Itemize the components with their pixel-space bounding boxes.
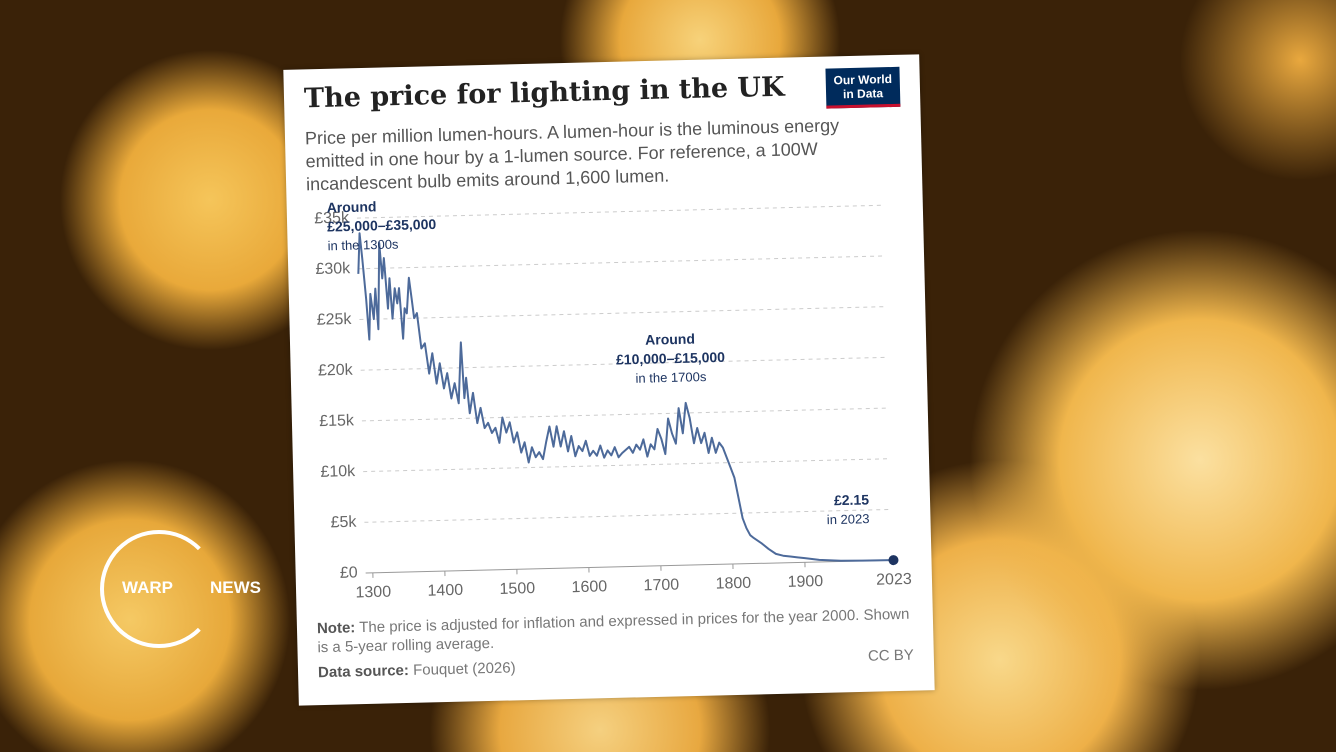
note: Note: The price is adjusted for inflatio… [317, 605, 918, 658]
note-label: Note: [316, 619, 356, 638]
x-tick-label: 1400 [427, 582, 463, 600]
watermark-text: NEWS [210, 578, 261, 597]
license[interactable]: CC BY [867, 646, 915, 665]
chart-card: The price for lighting in the UK Price p… [283, 54, 935, 706]
grid-line [356, 204, 885, 219]
x-axis [365, 559, 894, 574]
x-tick-label: 1800 [715, 575, 751, 593]
x-tick-label: 1300 [355, 584, 391, 602]
annotation: £25,000–£35,000 [327, 216, 437, 235]
y-tick-label: £25k [317, 311, 353, 329]
annotation: Around [645, 331, 695, 348]
grid-line [361, 407, 890, 422]
annotation: in the 1300s [327, 237, 399, 254]
logo-text: in Data [842, 86, 884, 102]
annotation: £2.15 [834, 491, 870, 508]
grid-line [363, 458, 892, 473]
y-tick-label: £0 [340, 564, 358, 581]
x-tick-label: 1500 [499, 580, 535, 598]
footer: Note: The price is adjusted for inflatio… [317, 605, 918, 683]
watermark: WARP NEWS [100, 530, 261, 648]
grid-line [358, 255, 887, 270]
line [357, 232, 894, 562]
chart: £0 £5k £10k £15k £20k £25k £30k £35k 1300 1400 150… [314, 198, 912, 602]
grid-line [359, 306, 888, 321]
y-tick-label: £35k [314, 210, 350, 228]
x-tick-label: 1700 [643, 577, 679, 595]
note-text: The price is adjusted for inflation and … [317, 605, 910, 657]
end-point [888, 555, 899, 566]
logo-text: Our World [833, 71, 893, 88]
chart-title: The price for lighting in the UK [303, 71, 785, 115]
annotation: in the 1700s [635, 369, 707, 386]
annotation: £10,000–£15,000 [616, 349, 726, 368]
y-tick-label: £15k [319, 412, 355, 430]
grid-line [364, 508, 893, 523]
logo[interactable]: Our World in Data [825, 66, 901, 109]
x-tick-label: 1600 [571, 578, 607, 596]
annotation: in 2023 [827, 511, 870, 527]
y-tick-label: £20k [318, 362, 354, 380]
annotation: Around [327, 198, 377, 215]
y-tick-label: £5k [330, 514, 357, 532]
watermark-text: WARP [122, 578, 173, 597]
y-tick-label: £10k [320, 463, 356, 481]
x-tick-label: 2023 [876, 571, 912, 589]
chart-subtitle: Price per million lumen-hours. A lumen-h… [304, 115, 840, 195]
y-tick-label: £30k [315, 260, 351, 278]
source-label: Data source: [317, 661, 410, 682]
source-text: Fouquet (2026) [412, 659, 516, 679]
x-tick-label: 1900 [787, 573, 823, 591]
